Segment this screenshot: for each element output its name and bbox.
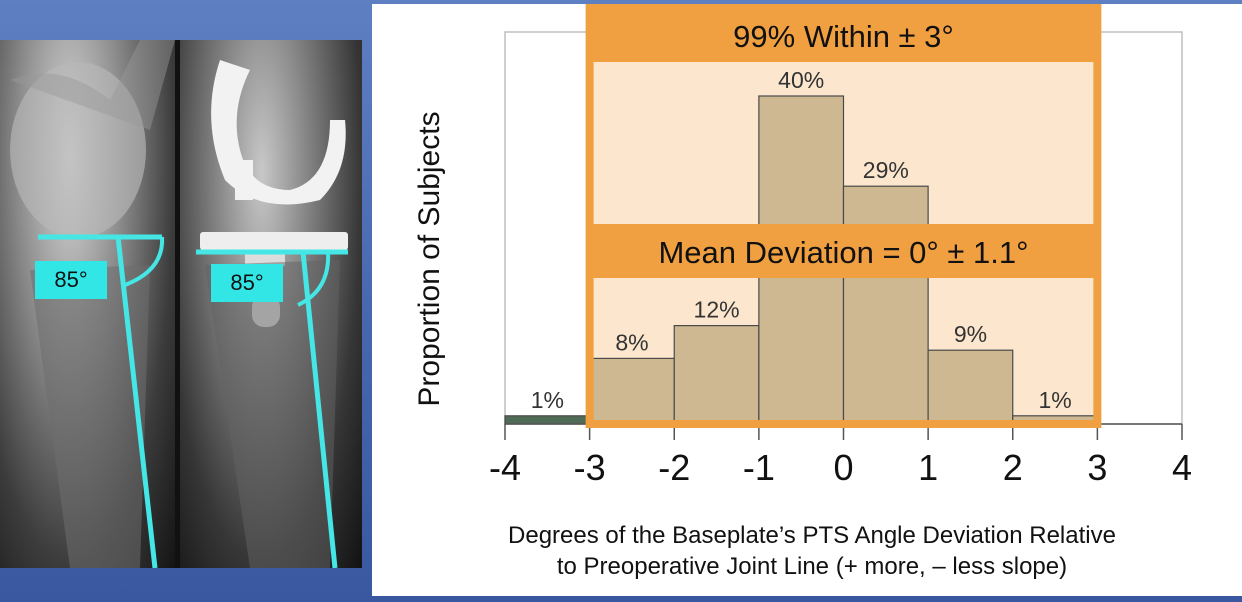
femoral-component [211, 60, 346, 205]
x-axis-label-line-1: Degrees of the Baseplate’s PTS Angle Dev… [508, 522, 1116, 549]
bar-5 [927, 349, 1014, 425]
x-tick-label-4: 0 [833, 447, 853, 488]
bar-4 [842, 185, 929, 425]
x-axis-label-line-2: to Preoperative Joint Line (+ more, – le… [556, 553, 1068, 580]
angle-label-right: 85° [211, 264, 283, 302]
x-tick-label-3: -1 [743, 447, 775, 488]
xray-implant-knee: 85° [180, 40, 362, 568]
bar-1 [589, 357, 675, 425]
x-axis-label: Degrees of the Baseplate’s PTS Angle Dev… [392, 520, 1232, 582]
histogram-panel: 1% 8% 12% 40% 29% 9% 1% -4 -3 -2 -1 0 1 2 3 4 99% With… [372, 4, 1242, 596]
x-tick-label-7: 3 [1087, 447, 1107, 488]
tibial-insert [200, 232, 348, 250]
implant-knee-drawing [196, 60, 348, 568]
angle-arc-left [124, 236, 165, 287]
bar-label-2: 12% [694, 297, 740, 323]
histogram-chart: 1% 8% 12% 40% 29% 9% 1% -4 -3 -2 -1 0 1 2 3 4 99% With… [489, 4, 1192, 488]
tibial-axis-right [300, 251, 338, 568]
angle-label-left: 85° [35, 261, 107, 299]
x-tick-label-0: -4 [489, 447, 521, 488]
xray-panel: 85° 85° [0, 40, 362, 568]
angle-arc-right [297, 251, 331, 307]
bar-label-3: 40% [778, 67, 824, 93]
bar-label-5: 9% [954, 321, 987, 347]
bar-label-0: 1% [531, 387, 564, 413]
y-axis-label: Proportion of Subjects [413, 111, 446, 407]
x-axis: -4 -3 -2 -1 0 1 2 3 4 [489, 423, 1192, 488]
bar-2 [673, 325, 760, 425]
mean-annotation: Mean Deviation = 0° ± 1.1° [658, 235, 1028, 270]
within-annotation: 99% Within ± 3° [733, 19, 954, 54]
bar-label-4: 29% [863, 157, 909, 183]
tibial-axis-left [115, 236, 158, 568]
xray-native-knee: 85° [0, 40, 175, 568]
mean-banner [589, 224, 1098, 278]
x-tick-label-6: 2 [1003, 447, 1023, 488]
native-knee-drawing [10, 40, 175, 568]
bar-0 [504, 415, 591, 425]
bars-layer [504, 8, 1098, 425]
bar-label-1: 8% [615, 329, 648, 355]
x-tick-label-8: 4 [1172, 447, 1192, 488]
x-tick-label-1: -3 [574, 447, 606, 488]
within-banner [589, 8, 1098, 62]
bar-labels-layer: 1% 8% 12% 40% 29% 9% 1% [531, 67, 1072, 413]
x-tick-label-2: -2 [658, 447, 690, 488]
bar-label-6: 1% [1038, 387, 1071, 413]
x-tick-label-5: 1 [918, 447, 938, 488]
